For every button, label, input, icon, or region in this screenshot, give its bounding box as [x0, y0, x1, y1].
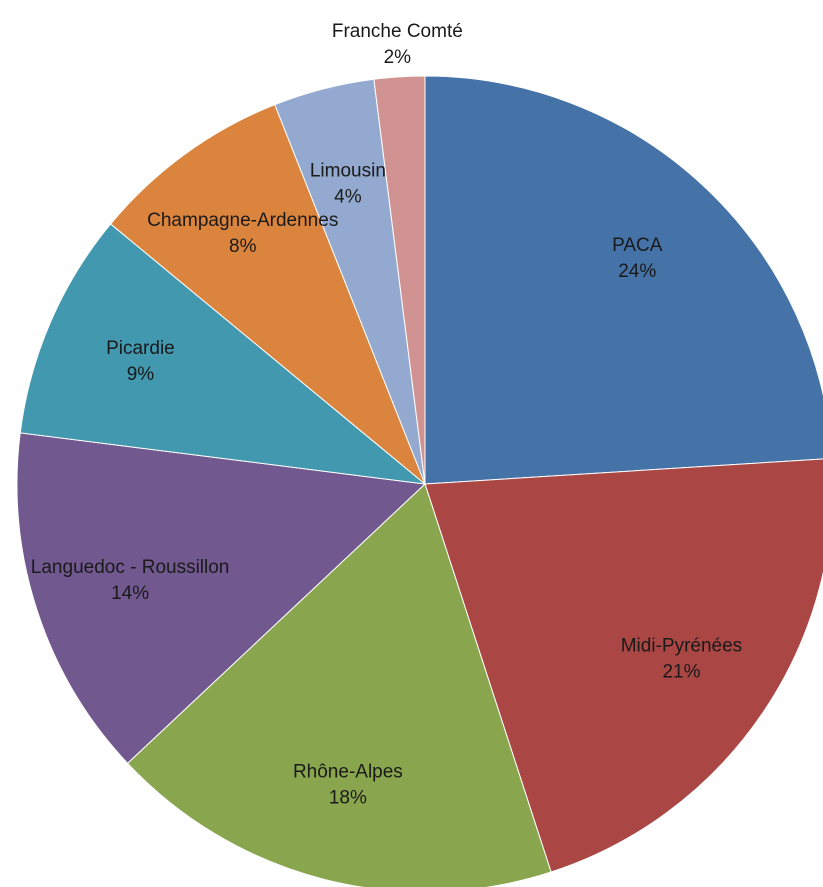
pie-slice: [424, 458, 823, 873]
slice-value: 24%: [618, 261, 656, 282]
slice-label: Franche Comté: [332, 21, 463, 42]
slice-label: Midi-Pyrénées: [621, 635, 742, 656]
slice-label: Champagne-Ardennes: [147, 210, 338, 231]
slice-value: 9%: [127, 364, 155, 385]
slice-value: 21%: [662, 661, 700, 682]
slice-value: 8%: [229, 236, 257, 257]
pie-slice: [109, 104, 426, 485]
slice-value: 2%: [384, 47, 412, 68]
slice-label: Picardie: [106, 338, 175, 359]
pie-slice: [373, 75, 426, 485]
pie-slice: [126, 483, 552, 887]
slice-label: Rhône-Alpes: [293, 761, 403, 782]
pie-slice: [424, 75, 823, 485]
pie-slice: [19, 223, 427, 485]
slice-value: 14%: [111, 583, 149, 604]
slice-label: PACA: [612, 235, 663, 256]
pie-slice: [16, 432, 427, 765]
slice-value: 18%: [329, 787, 367, 808]
slice-label: Languedoc - Roussillon: [31, 557, 230, 578]
slice-label: Limousin: [310, 161, 386, 182]
slice-value: 4%: [334, 187, 362, 208]
